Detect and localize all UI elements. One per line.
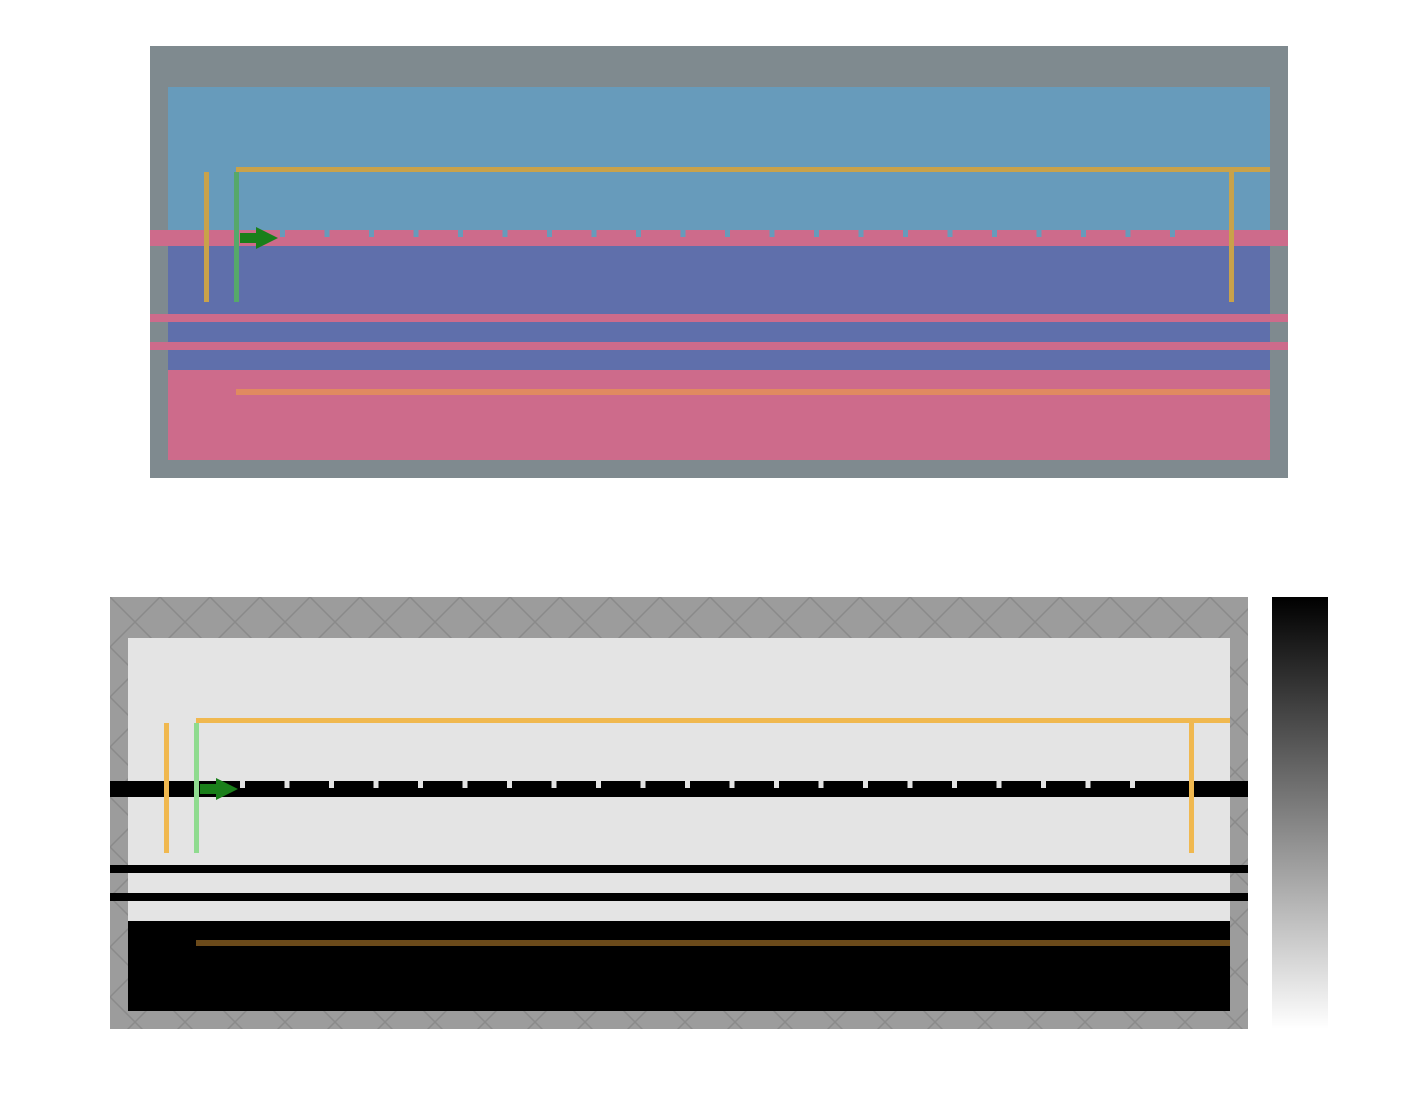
boundary-tick [858,230,864,237]
top-color-map-panel [150,46,1288,478]
middle-region [168,246,1270,314]
boundary-tick [640,781,646,788]
boundary-tick [685,781,690,788]
guide-line-horizontal [196,718,1230,723]
boundary-tick [769,230,775,237]
boundary-tick [1170,230,1175,237]
boundary-band [150,230,1288,246]
boundary-tick [596,781,601,788]
thin-line-1 [110,865,1248,873]
guide-line-left-vertical [204,172,209,302]
guide-line-green [194,723,199,853]
boundary-tick [507,781,512,788]
boundary-tick [413,230,419,237]
colorbar [1272,597,1328,1029]
boundary-tick [369,230,374,237]
boundary-tick [996,781,1002,788]
upper-region [168,87,1270,230]
lower-region [168,370,1270,460]
thin-line-2 [110,893,1248,901]
thin-line-1 [150,314,1288,322]
arrow-icon [240,227,278,249]
guide-line-right-vertical [1229,172,1234,302]
boundary-tick [551,781,557,788]
boundary-tick [1125,230,1131,237]
boundary-tick [818,781,824,788]
boundary-tick [458,230,463,237]
gap-band-2 [168,350,1270,370]
boundary-tick [1085,781,1091,788]
upper-region [128,638,1230,781]
boundary-tick [814,230,819,237]
boundary-tick [947,230,953,237]
boundary-tick [280,230,285,237]
boundary-tick [324,230,330,237]
boundary-tick [729,781,735,788]
guide-line-horizontal [236,167,1270,172]
thin-line-2 [150,342,1288,350]
middle-region [128,797,1230,865]
boundary-tick [636,230,641,237]
guide-line-lower [236,389,1270,395]
guide-line-right-vertical [1189,723,1194,853]
top-color-map [150,46,1288,478]
boundary-tick [774,781,779,788]
guide-line-lower [196,940,1230,946]
bottom-gray-map-panel [110,597,1248,1029]
colorbar-gradient [1272,597,1328,1029]
boundary-band [110,781,1248,797]
colorbar-fill [1272,597,1328,1029]
boundary-tick [329,781,334,788]
guide-line-left-vertical [164,723,169,853]
boundary-tick [418,781,423,788]
boundary-tick [547,230,552,237]
boundary-tick [992,230,997,237]
boundary-tick [1036,230,1042,237]
bottom-gray-map [110,597,1248,1029]
boundary-tick [903,230,908,237]
boundary-tick [725,230,730,237]
boundary-tick [680,230,686,237]
boundary-tick [591,230,597,237]
gap-band [168,322,1270,342]
boundary-tick [1081,230,1086,237]
boundary-tick [240,781,245,788]
boundary-tick [284,781,290,788]
boundary-tick [373,781,379,788]
boundary-tick [462,781,468,788]
boundary-tick [1130,781,1135,788]
boundary-tick [907,781,913,788]
boundary-tick [863,781,868,788]
boundary-tick [502,230,508,237]
gap-band [128,873,1230,893]
gap-band-2 [128,901,1230,921]
boundary-tick [1041,781,1046,788]
guide-line-green [234,172,239,302]
arrow-icon [200,778,238,800]
lower-region [128,921,1230,1011]
boundary-tick [952,781,957,788]
